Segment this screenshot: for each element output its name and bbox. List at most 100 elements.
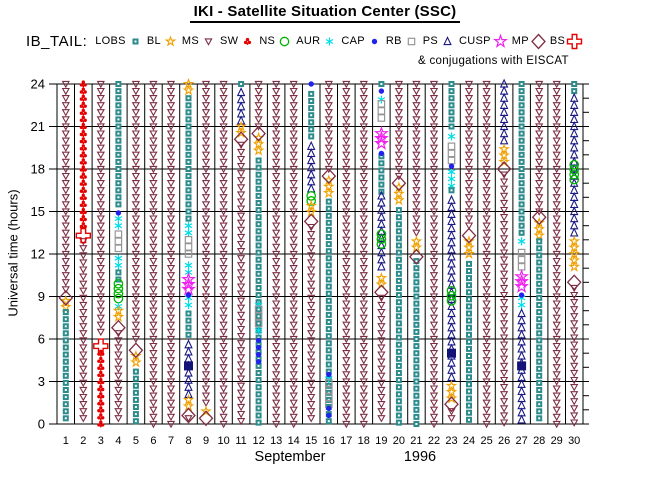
legend-label-CAP: CAP <box>341 35 365 47</box>
day-column-1 <box>58 80 74 422</box>
day-column-2 <box>75 80 91 423</box>
svg-text:13: 13 <box>270 435 282 447</box>
legend-label-LOBS: LOBS <box>95 35 126 47</box>
svg-text:20: 20 <box>393 435 405 447</box>
legend-item-MP: MP <box>512 32 547 50</box>
svg-text:21: 21 <box>31 119 45 134</box>
day-column-29 <box>552 80 561 429</box>
svg-text:27: 27 <box>515 435 527 447</box>
day-column-24 <box>461 80 477 423</box>
legend-item-MS: MS <box>182 32 217 50</box>
svg-text:11: 11 <box>235 435 246 447</box>
cap-filled-circle-icon <box>371 38 378 45</box>
ns-open-circle-icon <box>279 36 290 47</box>
svg-text:18: 18 <box>358 435 370 447</box>
svg-text:21: 21 <box>410 435 422 447</box>
svg-text:24: 24 <box>31 77 45 92</box>
svg-text:9: 9 <box>38 289 45 304</box>
day-column-6 <box>149 80 158 429</box>
day-column-27 <box>514 81 530 424</box>
day-column-30 <box>566 81 582 427</box>
svg-text:12: 12 <box>31 247 45 262</box>
legend-item-RB: RB <box>386 32 420 50</box>
svg-text:26: 26 <box>498 435 510 447</box>
day-column-4 <box>111 81 126 423</box>
x-axis-month: September <box>255 449 326 465</box>
svg-text:25: 25 <box>480 435 492 447</box>
svg-text:3: 3 <box>38 374 45 389</box>
svg-text:2: 2 <box>80 435 86 447</box>
ps-open-triangle-up-icon <box>443 36 452 46</box>
svg-text:30: 30 <box>568 435 580 447</box>
svg-text:1: 1 <box>63 435 69 447</box>
grid <box>49 83 589 425</box>
day-column-20 <box>391 80 407 426</box>
day-column-28 <box>531 80 547 422</box>
svg-text:18: 18 <box>31 162 45 177</box>
svg-text:6: 6 <box>38 332 45 347</box>
legend-label-SW: SW <box>219 35 239 47</box>
legend-item-CAP: CAP <box>341 32 383 50</box>
rb-open-square-icon <box>407 37 416 46</box>
day-column-23 <box>444 81 459 423</box>
day-column-5 <box>128 80 144 425</box>
day-column-8 <box>181 77 196 424</box>
legend-item-BS: BS <box>550 32 583 50</box>
legend-label-CUSP: CUSP <box>459 35 491 47</box>
legend-item-BL: BL <box>147 32 179 50</box>
svg-text:19: 19 <box>375 435 387 447</box>
svg-text:28: 28 <box>533 435 545 447</box>
legend-label-AUR: AUR <box>296 35 321 47</box>
legend-label-RB: RB <box>385 35 402 47</box>
conjugation-note: & conjugations with EISCAT <box>418 55 569 67</box>
svg-text:29: 29 <box>551 435 563 447</box>
day-column-14 <box>289 80 298 429</box>
page-title: IKI - Satellite Situation Center (SSC) <box>189 3 461 23</box>
x-axis-year: 1996 <box>404 449 436 465</box>
day-column-17 <box>342 80 351 429</box>
legend-label-NS: NS <box>259 35 276 47</box>
svg-text:14: 14 <box>288 435 300 447</box>
svg-text:9: 9 <box>203 435 209 447</box>
svg-text:22: 22 <box>428 435 440 447</box>
svg-text:15: 15 <box>31 204 45 219</box>
svg-text:4: 4 <box>115 435 121 447</box>
legend-item-PS: PS <box>423 32 456 50</box>
day-column-13 <box>272 80 281 429</box>
svg-text:10: 10 <box>217 435 229 447</box>
day-column-18 <box>359 80 368 429</box>
svg-text:15: 15 <box>305 435 317 447</box>
day-column-26 <box>496 78 512 427</box>
bs-open-cross-icon <box>566 33 583 50</box>
svg-text:5: 5 <box>133 435 139 447</box>
legend-label-MP: MP <box>511 35 529 47</box>
day-column-15 <box>303 81 319 423</box>
svg-text:3: 3 <box>98 435 104 447</box>
day-column-19 <box>373 81 389 423</box>
legend-label-MS: MS <box>181 35 199 47</box>
aur-asterisk-icon <box>326 37 334 46</box>
legend-item-AUR: AUR <box>296 32 338 50</box>
svg-text:0: 0 <box>38 417 45 432</box>
dataset-label: IB_TAIL: <box>26 32 88 50</box>
legend-row: IB_TAIL: LOBS BL MS SW NS AUR CAP RB PS CUSP MP BS <box>26 30 586 52</box>
svg-text:6: 6 <box>150 435 156 447</box>
day-column-25 <box>482 80 491 429</box>
legend-item-SW: SW <box>220 32 256 50</box>
legend-label-BL: BL <box>146 35 161 47</box>
title-wrap: IKI - Satellite Situation Center (SSC) <box>0 3 650 23</box>
svg-text:12: 12 <box>252 435 264 447</box>
day-column-16 <box>321 80 337 425</box>
svg-text:24: 24 <box>463 435 475 447</box>
legend-item-CUSP: CUSP <box>459 32 509 50</box>
sw-club-icon <box>244 37 252 45</box>
day-column-21 <box>409 80 424 427</box>
lobs-filled-square-icon <box>132 38 139 45</box>
svg-text:7: 7 <box>168 435 174 447</box>
day-column-7 <box>166 80 176 429</box>
svg-text:23: 23 <box>445 435 457 447</box>
legend-label-PS: PS <box>422 35 439 47</box>
